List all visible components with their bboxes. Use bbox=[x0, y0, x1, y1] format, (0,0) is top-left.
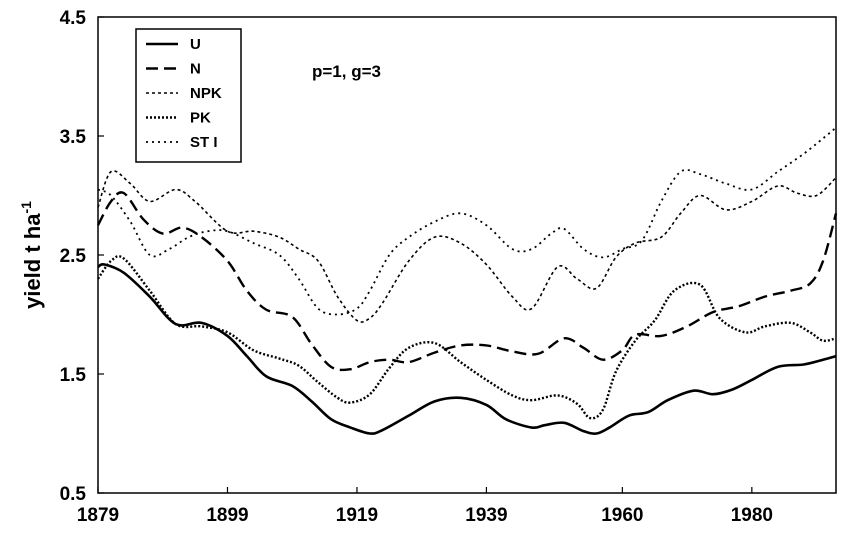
legend-label-st-i: ST I bbox=[190, 134, 218, 151]
legend-label-n: N bbox=[190, 61, 201, 78]
y-tick-label: 1.5 bbox=[60, 365, 87, 386]
y-axis-label-main: yield t ha bbox=[20, 213, 45, 309]
series-line-pk bbox=[97, 255, 837, 420]
y-axis-label: yield t ha-1 bbox=[18, 201, 45, 309]
x-tick-label: 1939 bbox=[465, 505, 507, 526]
series-line-st-i bbox=[97, 126, 837, 316]
x-tick-label: 1960 bbox=[601, 505, 643, 526]
parameter-annotation: p=1, g=3 bbox=[312, 62, 381, 81]
y-tick-label: 0.5 bbox=[60, 484, 87, 505]
y-axis: 0.5 1.5 2.5 3.5 4.5 bbox=[60, 8, 104, 505]
legend-label-pk: PK bbox=[190, 110, 211, 127]
y-axis-label-superscript: -1 bbox=[18, 201, 34, 214]
x-tick-label: 1919 bbox=[336, 505, 378, 526]
series-line-npk bbox=[97, 170, 837, 323]
legend-label-u: U bbox=[190, 36, 201, 53]
x-tick-label: 1899 bbox=[206, 505, 248, 526]
series-line-u bbox=[97, 263, 837, 435]
legend-box bbox=[135, 28, 242, 163]
x-axis: 1879 1899 1919 1939 1960 1980 bbox=[77, 487, 773, 526]
series-line-n bbox=[96, 191, 838, 372]
x-tick-label: 1879 bbox=[77, 505, 119, 526]
y-tick-label: 2.5 bbox=[60, 246, 87, 267]
x-tick-label: 1980 bbox=[731, 505, 773, 526]
y-tick-label: 3.5 bbox=[60, 127, 87, 148]
legend-items: UN NPK PK ST I bbox=[146, 36, 222, 151]
series-lines bbox=[96, 126, 838, 435]
legend: UN NPK PK ST I bbox=[135, 28, 242, 163]
legend-label-npk: NPK bbox=[190, 85, 222, 102]
y-tick-label: 4.5 bbox=[60, 8, 87, 29]
